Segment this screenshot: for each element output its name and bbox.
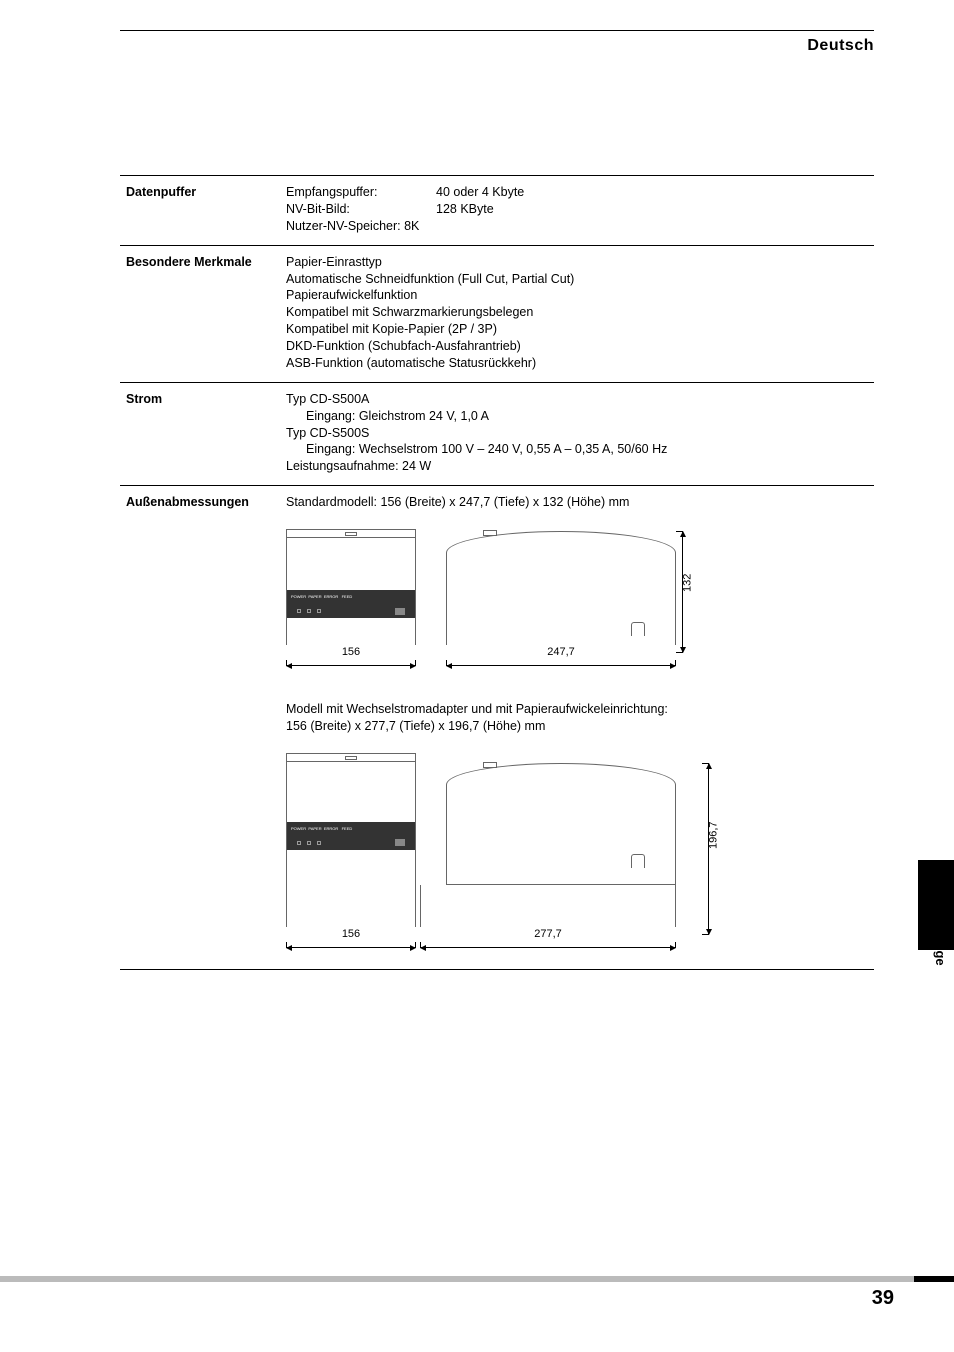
feat-1: Papier-Einrasttyp <box>286 254 868 271</box>
dim-std-depth: 247,7 <box>446 645 676 660</box>
strom-s-input: Eingang: Wechselstrom 100 V – 240 V, 0,5… <box>286 441 868 458</box>
label-strom: Strom <box>120 382 280 485</box>
content-strom: Typ CD-S500A Eingang: Gleichstrom 24 V, … <box>280 382 874 485</box>
dim-adapter-depth: 277,7 <box>420 927 676 942</box>
buf-nvbit-val: 128 KByte <box>436 201 494 218</box>
header-rule <box>120 30 874 31</box>
header-language: Deutsch <box>120 37 874 55</box>
content-datenpuffer: Empfangspuffer: 40 oder 4 Kbyte NV-Bit-B… <box>280 176 874 246</box>
feat-7: ASB-Funktion (automatische Statusrückkeh… <box>286 355 868 372</box>
strom-typ-a: Typ CD-S500A <box>286 391 868 408</box>
content-abmessungen: Standardmodell: 156 (Breite) x 247,7 (Ti… <box>280 486 874 970</box>
content-merkmale: Papier-Einrasttyp Automatische Schneidfu… <box>280 245 874 382</box>
row-datenpuffer: Datenpuffer Empfangspuffer: 40 oder 4 Kb… <box>120 176 874 246</box>
spec-table: Datenpuffer Empfangspuffer: 40 oder 4 Kb… <box>120 175 874 970</box>
dim-std-height: 132 <box>681 574 696 592</box>
buf-user-nv: Nutzer-NV-Speicher: 8K <box>286 218 868 235</box>
diagram-adapter-side: 196,7 277,7 <box>446 763 728 959</box>
side-tab-label: Anhänge <box>933 910 948 966</box>
strom-typ-s: Typ CD-S500S <box>286 425 868 442</box>
buf-recv-val: 40 oder 4 Kbyte <box>436 184 524 201</box>
dim-adapter-height: 196,7 <box>707 821 722 849</box>
strom-leistung: Leistungsaufnahme: 24 W <box>286 458 868 475</box>
label-datenpuffer: Datenpuffer <box>120 176 280 246</box>
row-abmessungen: Außenabmessungen Standardmodell: 156 (Br… <box>120 486 874 970</box>
diagram-adapter-front: POWER PAPER ERROR FEED 156 <box>286 753 416 959</box>
feat-4: Kompatibel mit Schwarzmarkierungsbelegen <box>286 304 868 321</box>
abm-std-text: Standardmodell: 156 (Breite) x 247,7 (Ti… <box>286 494 868 511</box>
diagram-std-side: 132 247,7 <box>446 531 702 677</box>
abm-adapter-text2: 156 (Breite) x 277,7 (Tiefe) x 196,7 (Hö… <box>286 718 868 735</box>
feat-5: Kompatibel mit Kopie-Papier (2P / 3P) <box>286 321 868 338</box>
strom-a-input: Eingang: Gleichstrom 24 V, 1,0 A <box>286 408 868 425</box>
row-merkmale: Besondere Merkmale Papier-Einrasttyp Aut… <box>120 245 874 382</box>
dim-std-width: 156 <box>286 645 416 660</box>
abm-adapter-text: Modell mit Wechselstromadapter und mit P… <box>286 701 868 718</box>
label-abmessungen: Außenabmessungen <box>120 486 280 970</box>
buf-nvbit-key: NV-Bit-Bild: <box>286 201 436 218</box>
dim-adapter-width: 156 <box>286 927 416 942</box>
feat-6: DKD-Funktion (Schubfach-Ausfahrantrieb) <box>286 338 868 355</box>
row-strom: Strom Typ CD-S500A Eingang: Gleichstrom … <box>120 382 874 485</box>
diagram-std-front: POWER PAPER ERROR FEED 156 <box>286 529 416 677</box>
feat-3: Papieraufwickelfunktion <box>286 287 868 304</box>
footer-rule <box>0 1276 954 1282</box>
page-number: 39 <box>872 1287 894 1310</box>
feat-2: Automatische Schneidfunktion (Full Cut, … <box>286 271 868 288</box>
label-merkmale: Besondere Merkmale <box>120 245 280 382</box>
buf-recv-key: Empfangspuffer: <box>286 184 436 201</box>
